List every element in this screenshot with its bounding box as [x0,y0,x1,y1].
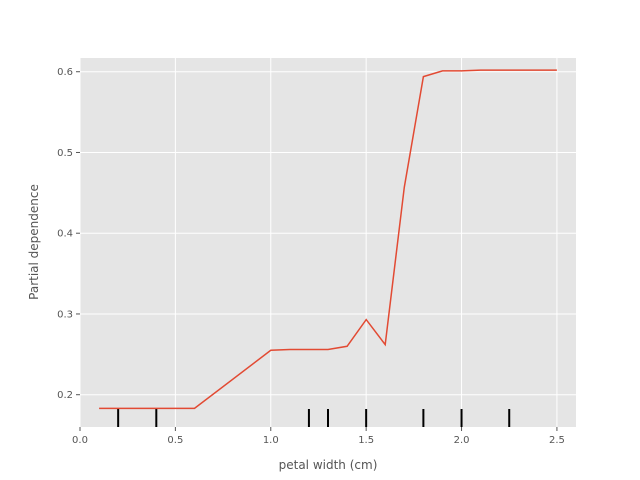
x-tick-label: 1.5 [358,435,374,446]
y-tick-label: 0.6 [57,67,73,78]
grid [79,58,576,427]
y-tick-label: 0.5 [57,148,73,159]
x-tick-label: 0.5 [167,435,183,446]
y-tick-label: 0.2 [57,390,73,401]
rug-ticks [117,409,511,427]
y-axis-label: Partial dependence [27,184,41,300]
partial-dependence-line [99,69,557,410]
y-axis-ticks: 0.2 0.3 0.4 0.5 0.6 [57,67,80,401]
x-tick-label: 0.0 [72,435,88,446]
y-tick-label: 0.3 [57,309,73,320]
x-tick-label: 2.0 [454,435,470,446]
plot-area [80,58,576,427]
x-tick-label: 2.5 [549,435,565,446]
x-axis-label: petal width (cm) [279,458,378,472]
y-tick-label: 0.4 [57,229,73,240]
x-axis-ticks: 0.0 0.5 1.0 1.5 2.0 2.5 [72,427,565,446]
x-tick-label: 1.0 [263,435,279,446]
